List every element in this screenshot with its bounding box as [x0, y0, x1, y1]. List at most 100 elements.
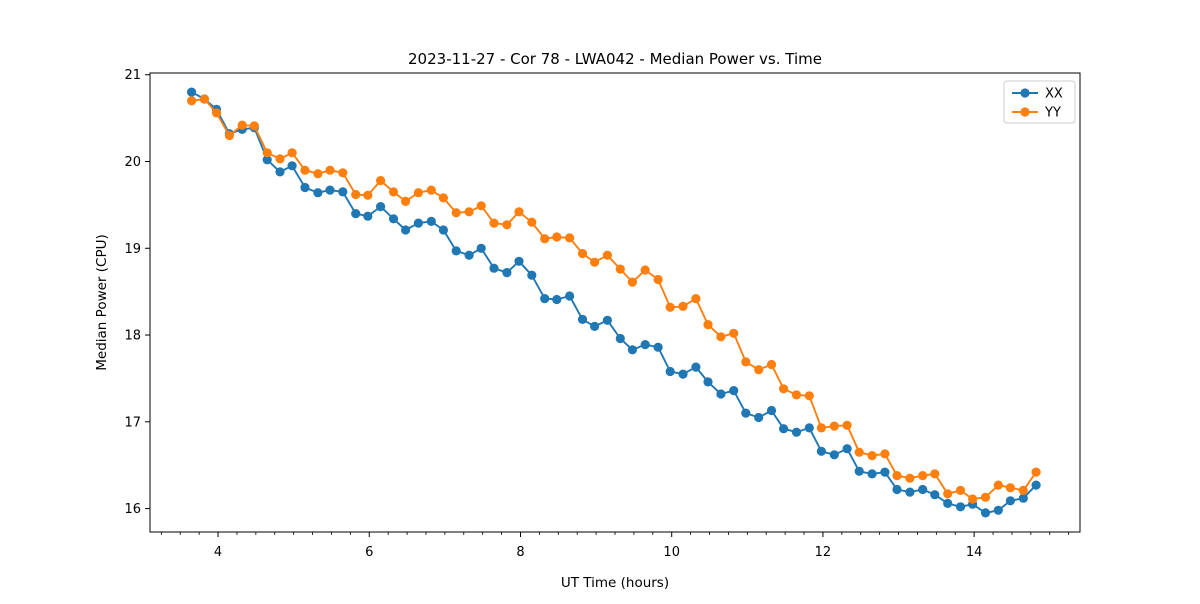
data-point: [464, 207, 474, 217]
data-point: [627, 277, 638, 287]
data-point: [993, 505, 1003, 515]
legend-marker: [1020, 107, 1030, 117]
data-point: [791, 390, 802, 400]
data-point: [224, 130, 234, 141]
data-point: [615, 333, 625, 344]
data-point: [816, 446, 827, 456]
data-point: [653, 342, 663, 352]
data-point: [211, 108, 222, 118]
data-point: [552, 294, 562, 305]
data-point: [741, 408, 751, 418]
data-point: [880, 467, 890, 477]
data-point: [262, 148, 272, 158]
data-point: [779, 384, 789, 394]
data-point: [754, 365, 764, 375]
data-point: [918, 484, 928, 495]
y-tick-label: 16: [124, 502, 141, 517]
chart-title: 2023-11-27 - Cor 78 - LWA042 - Median Po…: [408, 50, 822, 68]
data-point: [918, 471, 928, 481]
data-point: [791, 427, 802, 437]
data-point: [816, 423, 827, 433]
data-point: [426, 185, 436, 195]
data-point: [426, 216, 436, 226]
data-point: [779, 424, 789, 434]
data-point: [892, 471, 902, 481]
data-point: [338, 187, 348, 197]
data-point: [489, 218, 499, 228]
x-tick-label: 6: [365, 545, 373, 560]
data-point: [653, 274, 663, 285]
legend-item-xx: XX: [1012, 87, 1063, 102]
y-tick-label: 17: [124, 415, 141, 430]
x-tick-label: 12: [815, 545, 832, 560]
data-point: [993, 480, 1003, 490]
data-point: [325, 165, 335, 175]
legend: XX YY: [1003, 80, 1076, 124]
data-point: [275, 167, 285, 177]
data-point: [766, 405, 777, 416]
data-point: [187, 87, 197, 97]
data-point: [502, 268, 512, 278]
x-tick-label: 4: [214, 545, 222, 560]
data-point: [577, 314, 588, 324]
data-point: [691, 362, 701, 372]
data-point: [766, 359, 777, 370]
data-point: [489, 263, 499, 273]
data-point: [703, 377, 713, 387]
data-point: [980, 492, 991, 502]
data-point: [275, 154, 285, 164]
data-point: [388, 187, 399, 197]
data-point: [187, 96, 197, 106]
x-axis-label: UT Time (hours): [561, 575, 669, 591]
data-point: [804, 391, 814, 401]
data-point: [665, 302, 675, 312]
data-point: [476, 243, 486, 253]
data-point: [716, 389, 726, 399]
data-point: [351, 189, 361, 200]
series-xx: [187, 87, 1041, 518]
data-point: [867, 451, 877, 461]
data-point: [590, 257, 600, 267]
data-point: [388, 214, 399, 224]
data-point: [451, 246, 461, 256]
data-point: [376, 176, 386, 186]
data-point: [249, 121, 259, 131]
data-point: [376, 202, 386, 212]
data-point: [741, 357, 751, 367]
data-point: [943, 489, 953, 499]
data-point: [665, 366, 675, 377]
data-point: [640, 265, 650, 275]
data-point: [577, 248, 588, 259]
data-point: [287, 148, 297, 158]
data-point: [930, 490, 940, 500]
data-point: [980, 508, 991, 518]
data-point: [602, 250, 613, 260]
legend-box: [1003, 80, 1076, 124]
data-point: [892, 484, 902, 495]
legend-marker: [1020, 88, 1030, 98]
y-tick-label: 20: [124, 155, 141, 170]
data-point: [955, 485, 966, 495]
data-point: [363, 211, 373, 221]
data-point: [540, 234, 550, 244]
y-tick-label: 19: [124, 242, 141, 257]
data-point: [1005, 496, 1016, 506]
data-point: [476, 201, 486, 211]
data-point: [968, 494, 978, 504]
data-point: [363, 190, 373, 200]
data-point: [1031, 480, 1041, 490]
data-point: [842, 444, 852, 454]
data-point: [678, 301, 688, 311]
data-point: [502, 220, 512, 230]
data-point: [514, 207, 524, 217]
series-yy: [187, 94, 1041, 504]
data-point: [438, 193, 448, 203]
x-tick-label: 8: [516, 545, 524, 560]
data-point: [905, 487, 915, 497]
data-point: [300, 182, 310, 193]
legend-item-yy: YY: [1012, 106, 1061, 121]
data-point: [880, 449, 890, 459]
data-point: [338, 168, 348, 178]
